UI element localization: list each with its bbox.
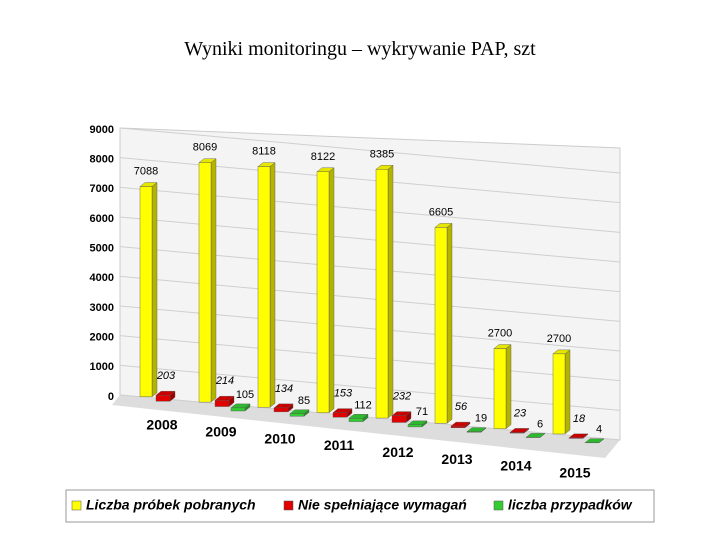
x-tick-label: 2009 (205, 424, 236, 440)
legend-label: liczba przypadków (508, 497, 633, 513)
data-label: 7088 (134, 166, 158, 178)
bar (273, 407, 289, 413)
grid-line (119, 127, 621, 174)
x-tick-label: 2013 (441, 451, 472, 467)
x-tick-label: 2012 (382, 444, 413, 460)
x-tick-label: 2015 (559, 464, 590, 480)
data-label: 71 (416, 406, 428, 418)
data-label: 8118 (252, 146, 276, 158)
y-tick-label: 3000 (90, 302, 114, 314)
data-label: 214 (215, 375, 234, 387)
data-label: 85 (298, 395, 310, 407)
bar (139, 186, 153, 397)
data-label: 153 (334, 388, 353, 400)
bar-side (151, 182, 158, 398)
data-label: 2700 (488, 328, 512, 340)
bar-side (210, 158, 217, 403)
data-label: 134 (275, 383, 293, 395)
bar (257, 166, 271, 408)
data-label: 56 (455, 401, 468, 413)
bar (316, 171, 330, 413)
y-tick-label: 6000 (90, 213, 114, 225)
legend-swatch (283, 500, 294, 511)
chart-wall (119, 127, 621, 441)
bar (332, 412, 348, 418)
bar-side (446, 222, 453, 424)
bar (155, 395, 171, 402)
data-label: 112 (354, 399, 372, 411)
data-label: 203 (156, 370, 176, 382)
bar (493, 348, 507, 429)
data-label: 18 (573, 413, 586, 425)
data-label: 23 (513, 407, 527, 419)
bar-side (269, 162, 276, 408)
y-tick-label: 9000 (90, 124, 114, 136)
grid-line (119, 394, 621, 441)
bar (509, 432, 525, 434)
data-label: 2700 (547, 333, 571, 345)
bar-side (328, 167, 335, 414)
bar (552, 353, 566, 435)
y-tick-label: 2000 (90, 332, 114, 344)
y-tick-label: 4000 (90, 272, 114, 284)
x-tick-label: 2011 (324, 437, 355, 453)
bar (375, 169, 389, 419)
x-tick-label: 2010 (264, 430, 295, 446)
legend-label: Nie spełniające wymagań (298, 497, 467, 513)
data-label: 105 (236, 389, 254, 401)
y-tick-label: 1000 (90, 361, 114, 373)
bar (450, 425, 466, 428)
bar (407, 424, 423, 428)
legend-label: Liczba próbek pobranych (86, 497, 256, 513)
y-tick-label: 7000 (90, 183, 114, 195)
x-tick-label: 2008 (146, 417, 177, 433)
bar-side (505, 344, 512, 430)
title: Wyniki monitoringu – wykrywanie PAP, szt (184, 38, 536, 60)
data-label: 8069 (193, 142, 217, 154)
bar-side (387, 164, 394, 419)
bar (466, 431, 482, 433)
legend-swatch (493, 500, 504, 511)
y-tick-label: 5000 (90, 243, 114, 255)
data-label: 8385 (370, 148, 394, 160)
bar (230, 407, 246, 412)
data-label: 19 (475, 413, 487, 425)
bar (434, 227, 448, 424)
bar (198, 162, 212, 403)
y-tick-label: 0 (108, 391, 114, 403)
bar (289, 413, 305, 417)
data-label: 4 (596, 424, 602, 436)
data-label: 8122 (311, 151, 335, 163)
bar (214, 400, 230, 407)
x-tick-label: 2014 (500, 458, 531, 474)
legend-swatch (71, 500, 82, 511)
bar (568, 437, 584, 439)
data-label: 6 (537, 418, 543, 430)
data-label: 6605 (429, 206, 453, 218)
data-label: 232 (392, 391, 411, 403)
bar (391, 415, 407, 423)
bar (348, 418, 364, 422)
legend-frame (65, 489, 655, 523)
bar-side (564, 349, 571, 435)
legend (65, 489, 655, 523)
y-tick-label: 8000 (90, 154, 114, 166)
